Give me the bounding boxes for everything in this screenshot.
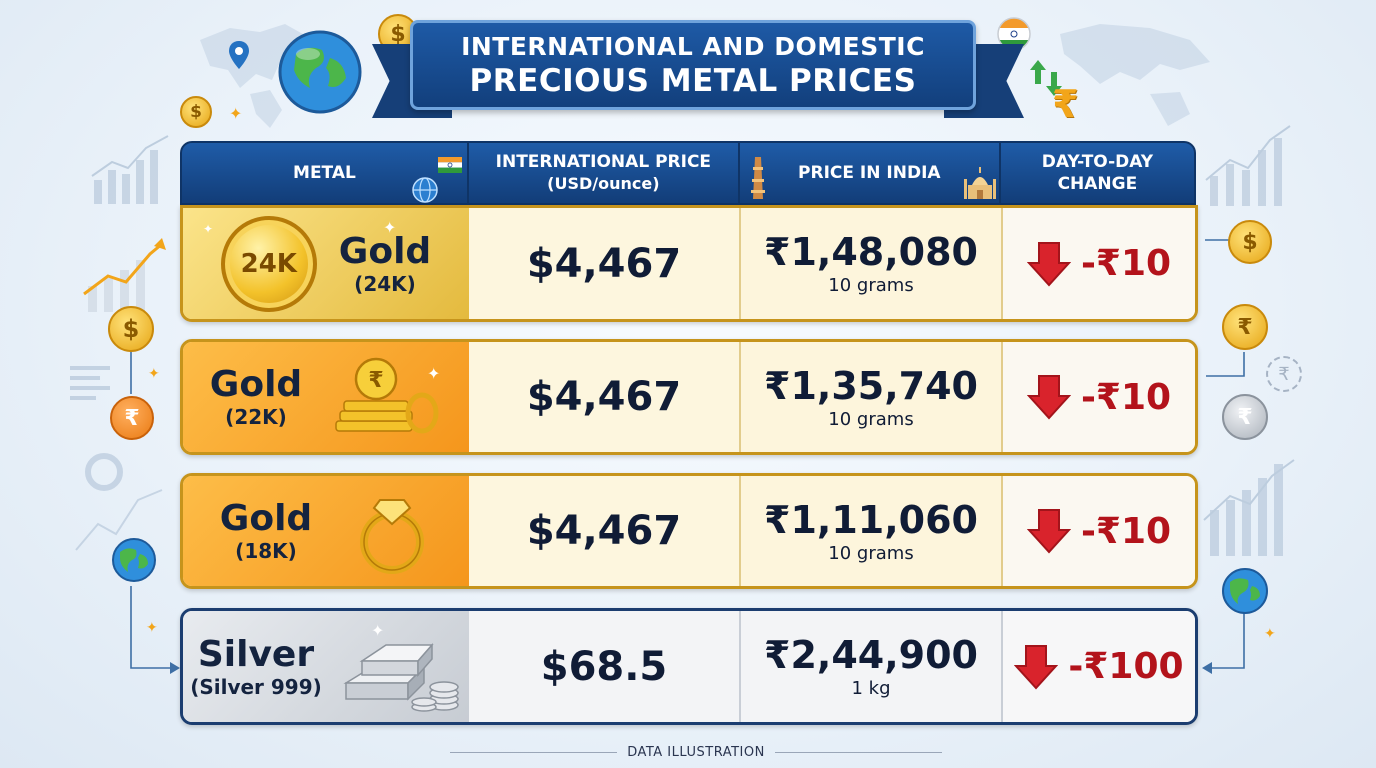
rupee-coin-icon: ₹ — [1222, 304, 1268, 350]
change-cell: -₹10 — [1003, 208, 1195, 319]
change-value: -₹100 — [1068, 646, 1184, 687]
sparkle-icon: ✦ — [229, 104, 243, 123]
trend-chart-icon — [1205, 125, 1291, 206]
qutub-minar-icon — [750, 157, 765, 199]
international-price: $4,467 — [526, 508, 682, 554]
metal-cell: Gold (22K) ₹ ✦ — [183, 342, 469, 452]
list-lines-decoration — [70, 366, 110, 400]
ring-icon — [360, 499, 425, 574]
metal-purity: (Silver 999) — [190, 674, 322, 699]
change-value: -₹10 — [1080, 376, 1172, 418]
table-row: Silver (Silver 999) ✦ $68.5 ₹2,44,900 1 … — [180, 608, 1198, 725]
sparkle-icon: ✦ — [148, 366, 160, 382]
header-price-in-india: PRICE IN INDIA — [740, 143, 1001, 203]
sparkle-icon: ✦ — [146, 620, 158, 636]
india-price-cell: ₹1,35,740 10 grams — [741, 342, 1003, 452]
gold-coins-icon: ₹ — [335, 357, 439, 434]
international-price: $68.5 — [540, 643, 668, 690]
international-price: $4,467 — [526, 240, 682, 287]
price-unit: 10 grams — [828, 408, 914, 430]
change-cell: -₹10 — [1003, 476, 1195, 586]
india-flag-icon — [438, 157, 462, 173]
svg-text:₹: ₹ — [369, 368, 384, 393]
trend-chart-icon — [1203, 459, 1295, 556]
india-price-cell: ₹2,44,900 1 kg — [741, 611, 1003, 722]
international-price: $4,467 — [526, 374, 682, 420]
rupee-symbol-icon: ₹ — [1052, 82, 1079, 126]
silver-bars-icon — [343, 642, 459, 712]
international-price-cell: $4,467 — [469, 342, 741, 452]
india-price-cell: ₹1,11,060 10 grams — [741, 476, 1003, 586]
change-cell: -₹100 — [1003, 611, 1195, 722]
taj-mahal-icon — [963, 167, 996, 199]
rupee-coin-icon: ₹ — [110, 396, 154, 440]
change-cell: -₹10 — [1003, 342, 1195, 452]
globe-icon — [112, 538, 156, 582]
india-price: ₹2,44,900 — [764, 633, 978, 677]
globe-icon — [278, 30, 362, 114]
international-price-cell: $4,467 — [469, 208, 741, 319]
header-metal: METAL — [182, 143, 469, 203]
sparkle-icon: ✦ — [203, 222, 214, 236]
metal-cell: 24K Gold (24K) ✦ ✦ — [183, 208, 469, 319]
header-international-price: INTERNATIONAL PRICE (USD/ounce) — [469, 143, 740, 203]
dollar-coin-icon: $ — [180, 96, 212, 128]
price-unit: 1 kg — [851, 678, 891, 699]
change-value: -₹10 — [1080, 243, 1172, 284]
down-arrow-icon — [1026, 375, 1071, 420]
title-banner: INTERNATIONAL AND DOMESTIC PRECIOUS META… — [410, 20, 976, 110]
gold-coin-icon: 24K — [220, 215, 317, 312]
dollar-coin-icon: $ — [108, 306, 154, 352]
metal-name: Silver — [197, 633, 315, 675]
header-day-to-day-change: DAY-TO-DAY CHANGE — [1041, 152, 1154, 194]
world-map-left-decoration — [200, 24, 310, 128]
down-arrow-icon — [1026, 509, 1071, 554]
metal-name: Gold — [338, 230, 432, 272]
dollar-coin-icon: $ — [1228, 220, 1272, 264]
table-row: Gold (22K) ₹ ✦ $4,467 ₹1,35,740 10 grams… — [180, 339, 1198, 455]
india-price: ₹1,35,740 — [764, 363, 978, 408]
india-price: ₹1,48,080 — [764, 230, 978, 274]
metal-purity: (18K) — [235, 539, 297, 563]
international-price-cell: $4,467 — [469, 476, 741, 586]
down-arrow-icon — [1026, 241, 1071, 286]
map-pin-icon — [229, 41, 249, 69]
table-row: Gold (18K) $4,467 ₹1,11,060 10 grams -₹1… — [180, 473, 1198, 589]
footer-caption: DATA ILLUSTRATION — [440, 742, 952, 762]
india-price: ₹1,11,060 — [764, 497, 978, 542]
trend-chart-icon — [75, 453, 163, 551]
sparkle-icon: ✦ — [427, 364, 441, 383]
international-price-cell: $68.5 — [469, 611, 741, 722]
sparkle-icon: ✦ — [1264, 626, 1276, 642]
price-unit: 10 grams — [828, 542, 914, 564]
price-unit: 10 grams — [828, 275, 914, 296]
table-header: METAL INTERNATIONAL PRICE (USD/ounce) PR… — [180, 141, 1196, 205]
trend-chart-icon — [91, 135, 169, 204]
sparkle-icon: ✦ — [371, 621, 385, 640]
metal-cell: Silver (Silver 999) ✦ — [183, 611, 469, 722]
title-line-2: PRECIOUS METAL PRICES — [469, 62, 917, 99]
sparkle-icon: ✦ — [383, 218, 397, 237]
rupee-outline-icon: ₹ — [1266, 356, 1302, 392]
trend-chart-icon — [83, 238, 166, 312]
table-row: 24K Gold (24K) ✦ ✦ $4,467 ₹1,48,080 10 g… — [180, 205, 1198, 322]
world-map-right-decoration — [1060, 24, 1210, 126]
india-price-cell: ₹1,48,080 10 grams — [741, 208, 1003, 319]
metal-name: Gold — [209, 364, 303, 405]
globe-icon — [1222, 568, 1268, 614]
metal-purity: (22K) — [225, 405, 287, 429]
title-line-1: INTERNATIONAL AND DOMESTIC — [461, 31, 925, 61]
globe-outline-icon — [412, 177, 438, 203]
down-arrow-icon — [1014, 644, 1059, 689]
up-down-arrows-icon — [1030, 60, 1062, 96]
metal-purity: (24K) — [354, 271, 416, 296]
rupee-coin-icon: ₹ — [1222, 394, 1268, 440]
change-value: -₹10 — [1080, 510, 1172, 552]
metal-name: Gold — [219, 498, 313, 539]
metal-cell: Gold (18K) — [183, 476, 469, 586]
